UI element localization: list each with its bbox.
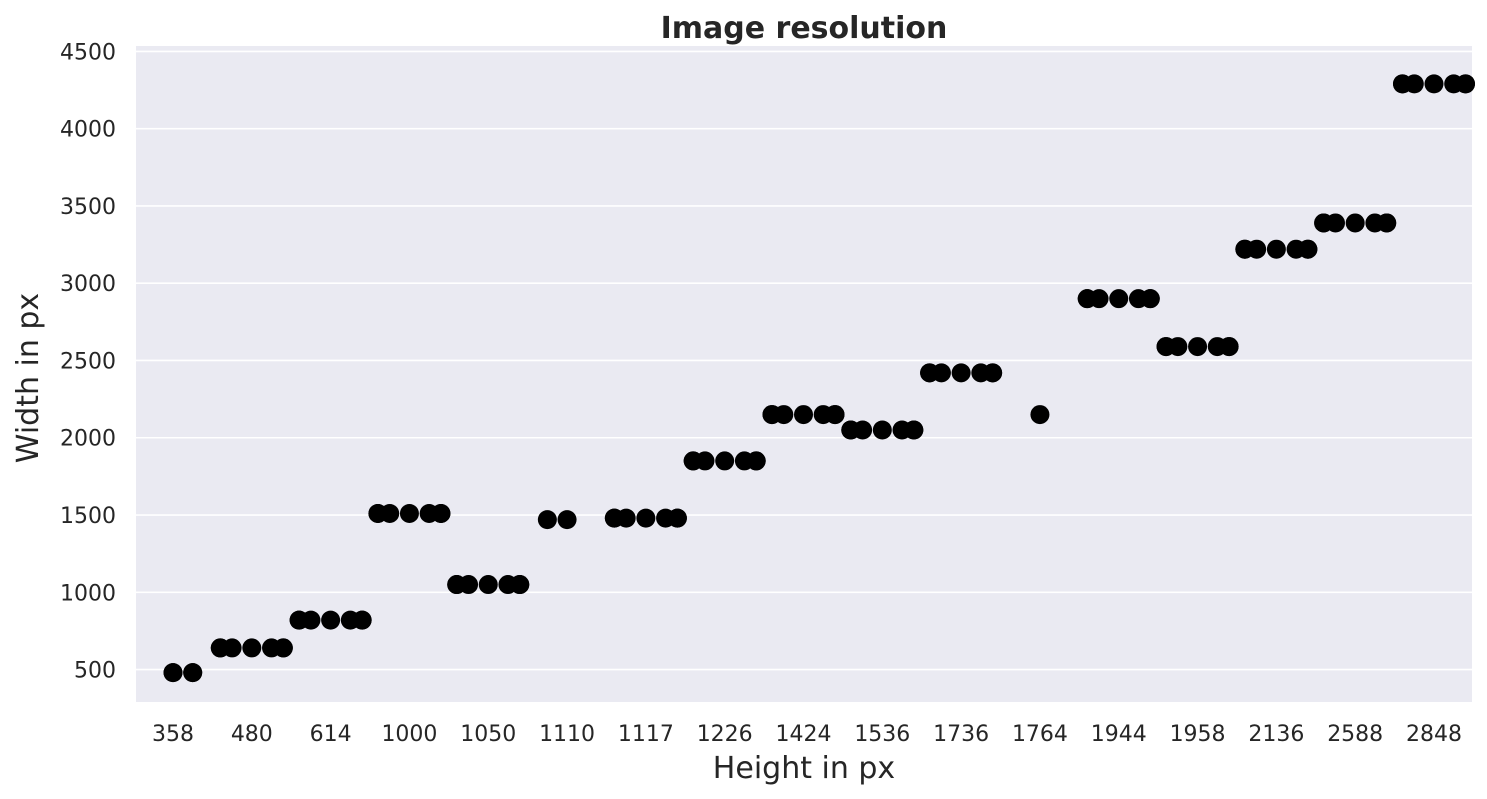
x-tick-label: 1944 — [1091, 722, 1147, 747]
data-point — [242, 638, 262, 658]
y-tick-label: 500 — [74, 659, 116, 684]
data-point — [183, 663, 203, 683]
data-point — [951, 363, 971, 383]
chart-title: Image resolution — [661, 11, 948, 46]
x-tick-label: 358 — [152, 722, 194, 747]
data-point — [273, 638, 293, 658]
data-points — [163, 74, 1476, 683]
y-tick-labels: 500 1000 1500 2000 2500 3000 3500 4000 4500 — [60, 40, 116, 683]
data-point — [1109, 289, 1129, 309]
y-tick-label: 2500 — [60, 349, 116, 374]
data-point — [1424, 74, 1444, 94]
x-tick-label: 1736 — [933, 722, 989, 747]
data-point — [478, 575, 498, 595]
data-point — [983, 363, 1003, 383]
data-point — [715, 451, 735, 471]
data-point — [904, 420, 924, 440]
data-point — [636, 508, 656, 528]
data-point — [825, 405, 845, 425]
data-point — [1456, 74, 1476, 94]
data-point — [431, 503, 451, 523]
data-point — [667, 508, 687, 528]
y-tick-label: 3500 — [60, 195, 116, 220]
data-point — [380, 503, 400, 523]
data-point — [459, 575, 479, 595]
data-point — [1188, 337, 1208, 357]
x-tick-label: 1424 — [776, 722, 832, 747]
data-point — [1089, 289, 1109, 309]
plot-area — [136, 46, 1472, 702]
x-tick-label: 1958 — [1170, 722, 1226, 747]
data-point — [1377, 213, 1397, 233]
data-point — [510, 575, 530, 595]
y-gridlines — [136, 50, 1472, 671]
x-tick-label: 1226 — [697, 722, 753, 747]
x-tick-label: 1110 — [539, 722, 595, 747]
y-tick-label: 1000 — [60, 581, 116, 606]
data-point — [557, 510, 577, 530]
data-point — [222, 638, 242, 658]
data-point — [931, 363, 951, 383]
data-point — [399, 503, 419, 523]
data-point — [352, 610, 372, 630]
data-point — [774, 405, 794, 425]
y-axis-label: Width in px — [11, 293, 46, 463]
x-tick-label: 1000 — [381, 722, 437, 747]
x-tick-label: 480 — [231, 722, 273, 747]
x-tick-label: 2848 — [1406, 722, 1462, 747]
x-tick-label: 1050 — [460, 722, 516, 747]
x-tick-label: 1117 — [618, 722, 674, 747]
data-point — [1345, 213, 1365, 233]
data-point — [537, 510, 557, 530]
data-point — [1298, 239, 1318, 259]
x-tick-label: 614 — [310, 722, 352, 747]
data-point — [616, 508, 636, 528]
x-tick-labels: 358 480 614 1000 1050 1110 1117 1226 1424 1536 173… — [152, 722, 1462, 747]
x-tick-label: 2136 — [1248, 722, 1304, 747]
y-tick-label: 4500 — [60, 40, 116, 65]
y-tick-label: 3000 — [60, 272, 116, 297]
data-point — [872, 420, 892, 440]
y-tick-label: 1500 — [60, 504, 116, 529]
data-point — [1325, 213, 1345, 233]
x-axis-label: Height in px — [713, 751, 895, 786]
data-point — [1168, 337, 1188, 357]
data-point — [794, 405, 813, 425]
data-point — [301, 610, 321, 630]
y-tick-label: 4000 — [60, 118, 116, 143]
data-point — [1247, 239, 1267, 259]
data-point — [163, 663, 183, 683]
y-tick-label: 2000 — [60, 427, 116, 452]
data-point — [1140, 289, 1160, 309]
x-tick-label: 1764 — [1012, 722, 1068, 747]
data-point — [746, 451, 766, 471]
data-point — [1266, 239, 1286, 259]
x-tick-label: 1536 — [854, 722, 910, 747]
data-point — [1404, 74, 1424, 94]
x-tick-label: 2588 — [1327, 722, 1383, 747]
data-point — [1219, 337, 1239, 357]
data-point — [853, 420, 873, 440]
data-point — [1030, 405, 1050, 425]
data-point — [695, 451, 715, 471]
data-point — [321, 610, 341, 630]
